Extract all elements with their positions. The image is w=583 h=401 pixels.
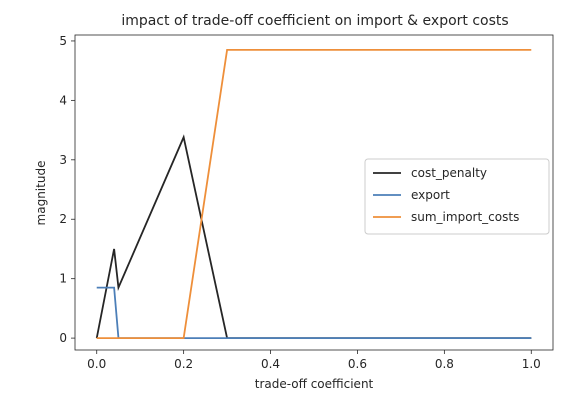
x-tick-label: 0.6 — [348, 357, 367, 371]
x-tick-label: 0.0 — [87, 357, 106, 371]
plot-area — [74, 34, 554, 351]
y-tick-label: 1 — [59, 272, 67, 286]
legend-label: cost_penalty — [411, 166, 487, 180]
y-axis-ticks: 0 1 2 3 4 5 — [59, 34, 75, 345]
chart-title: impact of trade-off coefficient on impor… — [121, 13, 508, 29]
legend-frame — [364, 158, 550, 235]
y-tick-label: 0 — [59, 331, 67, 345]
y-tick-label: 4 — [59, 93, 67, 107]
x-axis-ticks: 0.0 0.2 0.4 0.6 0.8 1.0 — [87, 350, 541, 371]
x-axis-label: trade-off coefficient — [255, 377, 374, 391]
x-tick-label: 0.2 — [174, 357, 193, 371]
x-tick-label: 0.4 — [261, 357, 280, 371]
legend-label: sum_import_costs — [411, 210, 519, 224]
y-axis-label: magnitude — [34, 161, 48, 226]
x-tick-label: 0.8 — [435, 357, 454, 371]
x-tick-label: 1.0 — [522, 357, 541, 371]
series-line-sum-import-costs — [96, 48, 532, 340]
y-tick-label: 3 — [59, 153, 67, 167]
series-lines — [95, 48, 532, 340]
y-tick-label: 5 — [59, 34, 67, 48]
y-tick-label: 2 — [59, 212, 67, 226]
series-line-export — [96, 286, 532, 340]
legend-label: export — [411, 188, 450, 202]
